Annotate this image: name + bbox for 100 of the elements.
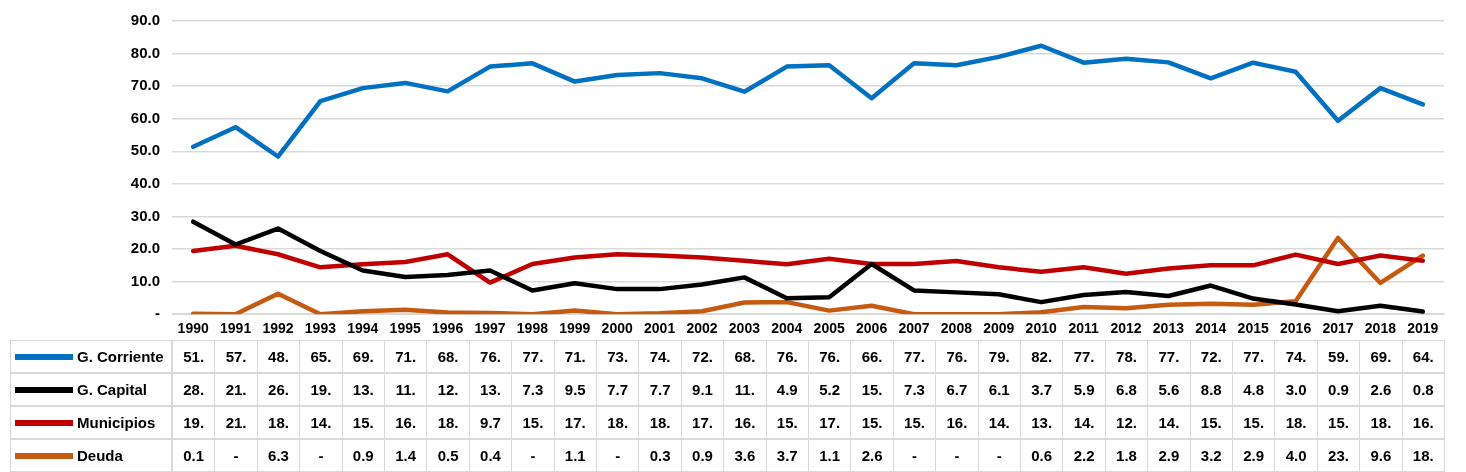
data-label: 11. [384,373,428,406]
data-label: 0.3 [638,439,682,472]
x-tick-label: 2004 [771,320,803,337]
data-label: 8.8 [1189,373,1233,406]
data-label: 1.1 [808,439,852,472]
data-label: 9.1 [680,373,725,406]
data-label: 6.1 [977,373,1021,406]
y-tick-label: 10.0 [130,271,160,289]
data-label: 0.1 [172,439,216,472]
data-label: 11. [723,373,767,406]
data-label: 77. [1232,340,1276,373]
data-label: 7.7 [638,373,682,406]
y-tick-label: 80.0 [130,43,160,61]
data-label: 19. [172,406,216,439]
data-label: 15. [850,406,894,439]
data-label: 16. [384,406,428,439]
data-label: 3.2 [1189,439,1233,472]
data-label: 78. [1104,340,1149,373]
data-label: 0.5 [426,439,470,472]
legend-label: Deuda [77,447,123,464]
data-label: 1.4 [384,439,428,472]
x-tick-label: 2018 [1364,320,1397,337]
data-label: 19. [299,373,343,406]
data-label: 23. [1316,439,1361,472]
data-label: 21. [214,373,258,406]
data-label: 12. [426,373,470,406]
data-label: 15. [850,373,894,406]
data-label: 5.2 [808,373,852,406]
data-label: 66. [850,340,894,373]
data-label: 1.1 [553,439,597,472]
data-label: 18. [426,406,470,439]
data-label: 65. [299,340,343,373]
data-label: 74. [638,340,682,373]
x-tick-label: 2010 [1025,320,1057,337]
x-tick-label: 2019 [1407,320,1439,337]
data-label: 14. [299,406,343,439]
x-tick-label: 1991 [220,320,252,337]
data-label: 2.6 [1359,373,1403,406]
x-tick-label: 1996 [432,320,464,337]
x-tick-label: 2011 [1068,320,1099,337]
data-label: - [935,439,979,472]
data-label: 77. [892,340,937,373]
data-label: 72. [680,340,725,373]
y-tick-label: 20.0 [130,239,160,257]
data-label: 0.8 [1401,373,1445,406]
data-label: 68. [426,340,470,373]
x-tick-label: 1994 [347,320,379,337]
data-label: 5.6 [1147,373,1191,406]
data-label: 18. [1359,406,1403,439]
x-tick-label: 2006 [856,320,888,337]
data-label: 15. [1316,406,1361,439]
data-label: 18. [638,406,682,439]
data-label: 7.7 [596,373,640,406]
data-label: 77. [511,340,555,373]
x-tick-label: 2003 [728,320,761,337]
data-label: 64. [1401,340,1445,373]
data-label: 9.6 [1359,439,1403,472]
data-label: 0.9 [341,439,385,472]
x-tick-label: 2001 [644,320,676,337]
data-label: - [892,439,937,472]
data-label: 6.8 [1104,373,1149,406]
data-label: 18. [1274,406,1318,439]
data-label: 1.8 [1104,439,1149,472]
data-label: 18. [256,406,301,439]
x-tick-label: 2002 [686,320,718,337]
data-label: 51. [172,340,216,373]
data-label: 0.9 [1316,373,1361,406]
legend-label: G. Corriente [77,348,164,365]
data-label: 13. [468,373,513,406]
x-tick-label: 1999 [559,320,591,337]
y-tick-label: 30.0 [130,206,160,224]
data-label: - [299,439,343,472]
data-label: 6.7 [935,373,979,406]
legend-label: Municipios [77,414,156,431]
data-label: 16. [723,406,767,439]
data-label: 6.3 [256,439,301,472]
y-tick-label: 70.0 [130,76,160,94]
data-label: 82. [1020,340,1064,373]
data-label: 0.9 [680,439,725,472]
data-label: - [214,439,258,472]
data-label: 3.7 [765,439,809,472]
data-label: 17. [553,406,597,439]
data-label: 2.2 [1062,439,1106,472]
data-label: 73. [596,340,640,373]
data-label: 17. [808,406,852,439]
data-label: 76. [808,340,852,373]
data-label: 14. [977,406,1021,439]
x-tick-label: 1997 [474,320,506,337]
x-tick-label: 2014 [1195,320,1227,337]
data-label: 0.6 [1020,439,1064,472]
data-label: 2.6 [850,439,894,472]
x-tick-label: 2015 [1237,320,1269,337]
x-tick-label: 2005 [813,320,845,337]
data-label: 0.4 [468,439,513,472]
x-tick-label: 2009 [983,320,1015,337]
data-label: 15. [765,406,809,439]
data-label: 14. [1062,406,1106,439]
x-tick-label: 1992 [262,320,294,337]
data-label: 17. [680,406,725,439]
data-label: 18. [596,406,640,439]
